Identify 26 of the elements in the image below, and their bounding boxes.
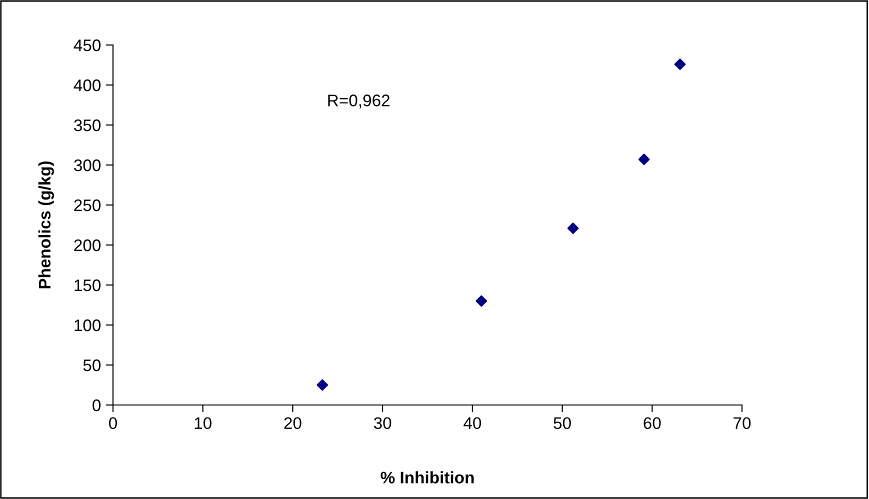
x-tick-label: 10	[194, 417, 212, 430]
y-tick-label: 200	[74, 239, 101, 252]
point	[476, 295, 488, 307]
point	[316, 379, 328, 391]
x-tick-label: 30	[374, 417, 392, 430]
y-tick-label: 450	[74, 39, 101, 52]
x-tick-label: 70	[734, 417, 751, 430]
annotation: R=0,962	[328, 94, 390, 108]
y-tick-label: 150	[74, 279, 101, 292]
x-tick-label: 40	[464, 417, 482, 430]
y-tick-label: 300	[74, 159, 101, 172]
x-tick-label: 60	[644, 417, 661, 430]
x-axis-title: % Inhibition	[380, 471, 474, 484]
y-tick-label: 250	[74, 199, 101, 212]
y-tick-label: 350	[74, 119, 101, 132]
point	[674, 58, 686, 70]
point	[638, 154, 650, 166]
y-tick-label: 400	[74, 79, 101, 92]
point	[567, 222, 579, 234]
y-tick-label: 50	[83, 359, 101, 372]
y-tick-label: 100	[74, 319, 101, 332]
y-tick-label: 0	[92, 399, 101, 412]
y-axis-title: Phenolics (g/kg)	[38, 161, 54, 288]
x-tick-label: 50	[554, 417, 571, 430]
x-tick-label: 20	[284, 417, 302, 430]
x-tick-label: 0	[109, 417, 117, 430]
